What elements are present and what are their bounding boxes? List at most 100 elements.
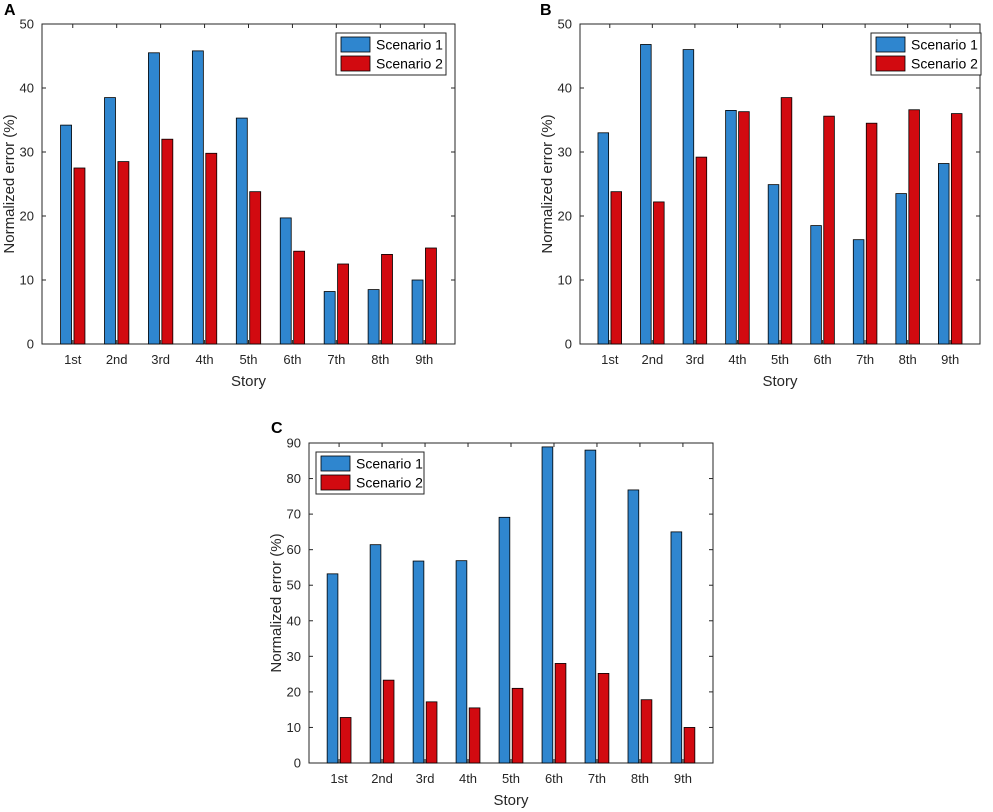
legend-label: Scenario 2 xyxy=(376,56,443,72)
y-axis-label: Normalized error (%) xyxy=(268,533,285,672)
legend-label: Scenario 2 xyxy=(356,475,423,491)
bar-scenario-2-5th xyxy=(780,97,793,345)
bar-scenario-1-7th xyxy=(323,291,336,345)
bar-scenario-1-3rd xyxy=(412,560,425,764)
bar-scenario-1-9th xyxy=(411,279,424,345)
bar-scenario-2-1st xyxy=(610,191,622,345)
y-tick-label: 60 xyxy=(287,542,301,557)
x-tick-label: 6th xyxy=(814,352,832,367)
y-tick-label: 90 xyxy=(287,436,301,451)
x-tick-label: 9th xyxy=(941,352,959,367)
bar-scenario-1-1st xyxy=(60,124,72,345)
bar-scenario-1-6th xyxy=(541,446,554,764)
bar-scenario-1-2nd xyxy=(104,97,116,345)
x-tick-label: 3rd xyxy=(416,771,435,786)
bar-scenario-2-9th xyxy=(950,113,963,345)
x-tick-label: 1st xyxy=(64,352,82,367)
bar-scenario-2-2nd xyxy=(653,201,665,345)
y-tick-label: 10 xyxy=(558,273,572,288)
bar-scenario-1-6th xyxy=(810,225,822,345)
bar-scenario-2-8th xyxy=(640,699,653,764)
bar-scenario-2-6th xyxy=(293,250,306,345)
bar-scenario-2-3rd xyxy=(161,138,174,345)
x-tick-label: 8th xyxy=(899,352,917,367)
x-tick-label: 6th xyxy=(283,352,301,367)
y-tick-label: 30 xyxy=(20,145,34,160)
y-tick-label: 40 xyxy=(558,81,572,96)
bar-scenario-1-1st xyxy=(326,573,339,764)
bar-scenario-2-1st xyxy=(73,167,86,345)
x-tick-label: 3rd xyxy=(151,352,170,367)
bar-scenario-1-4th xyxy=(455,560,468,764)
x-tick-label: 9th xyxy=(415,352,433,367)
y-tick-label: 30 xyxy=(287,649,301,664)
legend-swatch xyxy=(875,55,906,72)
bar-scenario-2-1st xyxy=(339,717,352,764)
bar-scenario-2-9th xyxy=(683,727,696,764)
bar-scenario-1-6th xyxy=(279,217,292,345)
x-tick-label: 5th xyxy=(771,352,789,367)
x-tick-label: 7th xyxy=(856,352,874,367)
x-tick-label: 8th xyxy=(371,352,389,367)
y-axis-label: Normalized error (%) xyxy=(1,114,18,253)
x-tick-label: 5th xyxy=(502,771,520,786)
y-tick-label: 80 xyxy=(287,471,301,486)
bar-scenario-1-8th xyxy=(627,489,640,764)
x-tick-label: 2nd xyxy=(371,771,393,786)
x-tick-label: 9th xyxy=(674,771,692,786)
bar-scenario-1-5th xyxy=(235,117,248,345)
bar-scenario-2-5th xyxy=(511,687,524,764)
bar-scenario-2-2nd xyxy=(117,161,130,345)
y-tick-label: 10 xyxy=(20,273,34,288)
x-tick-label: 7th xyxy=(588,771,606,786)
y-axis-label: Normalized error (%) xyxy=(539,114,556,253)
bar-scenario-2-9th xyxy=(425,247,437,345)
bar-scenario-1-5th xyxy=(498,516,511,764)
y-tick-label: 10 xyxy=(287,720,301,735)
legend-swatch xyxy=(320,474,351,491)
bar-scenario-1-8th xyxy=(895,193,907,345)
legend-label: Scenario 1 xyxy=(356,456,423,472)
x-tick-label: 6th xyxy=(545,771,563,786)
x-tick-label: 2nd xyxy=(641,352,663,367)
bar-scenario-1-7th xyxy=(852,239,865,345)
x-tick-label: 8th xyxy=(631,771,649,786)
legend-swatch xyxy=(340,36,371,53)
y-tick-label: 50 xyxy=(558,17,572,32)
legend-label: Scenario 1 xyxy=(376,37,443,53)
x-axis-label: Story xyxy=(231,373,267,390)
bar-scenario-1-1st xyxy=(597,132,610,345)
bar-scenario-1-2nd xyxy=(369,544,382,764)
y-tick-label: 50 xyxy=(287,578,301,593)
bar-scenario-1-4th xyxy=(725,110,737,345)
bar-scenario-2-2nd xyxy=(382,679,395,764)
bar-scenario-1-2nd xyxy=(640,44,652,345)
bar-scenario-2-7th xyxy=(337,263,349,345)
bar-scenario-2-3rd xyxy=(695,156,708,345)
bar-scenario-2-8th xyxy=(908,109,920,345)
bar-scenario-2-4th xyxy=(468,707,481,764)
chart-panel-b: B 0 10 20 30 40 50 1st 2nd 3rd 4th 5th 6th 7th 8th 9th S… xyxy=(539,2,982,390)
bar-scenario-1-9th xyxy=(938,163,950,345)
panel-letter: A xyxy=(4,2,16,19)
y-tick-label: 20 xyxy=(20,209,34,224)
x-tick-label: 7th xyxy=(327,352,345,367)
x-tick-label: 1st xyxy=(601,352,619,367)
legend-swatch xyxy=(340,55,371,72)
chart-panel-c: C 0 10 20 30 40 50 60 70 80 90 1st 2nd 3rd 4th 5th 6th 7t… xyxy=(268,420,714,809)
bar-scenario-2-7th xyxy=(597,673,610,764)
y-tick-label: 30 xyxy=(558,145,572,160)
legend-swatch xyxy=(320,455,351,472)
x-tick-label: 2nd xyxy=(106,352,128,367)
x-tick-label: 1st xyxy=(330,771,348,786)
bar-scenario-1-3rd xyxy=(148,52,160,345)
bar-scenario-2-6th xyxy=(823,115,835,345)
bar-scenario-2-3rd xyxy=(425,701,438,764)
legend-swatch xyxy=(875,36,906,53)
bar-scenario-2-7th xyxy=(865,122,878,345)
panel-letter: C xyxy=(271,420,283,437)
bar-scenario-2-5th xyxy=(249,191,262,345)
x-tick-label: 4th xyxy=(459,771,477,786)
legend-label: Scenario 1 xyxy=(911,37,978,53)
